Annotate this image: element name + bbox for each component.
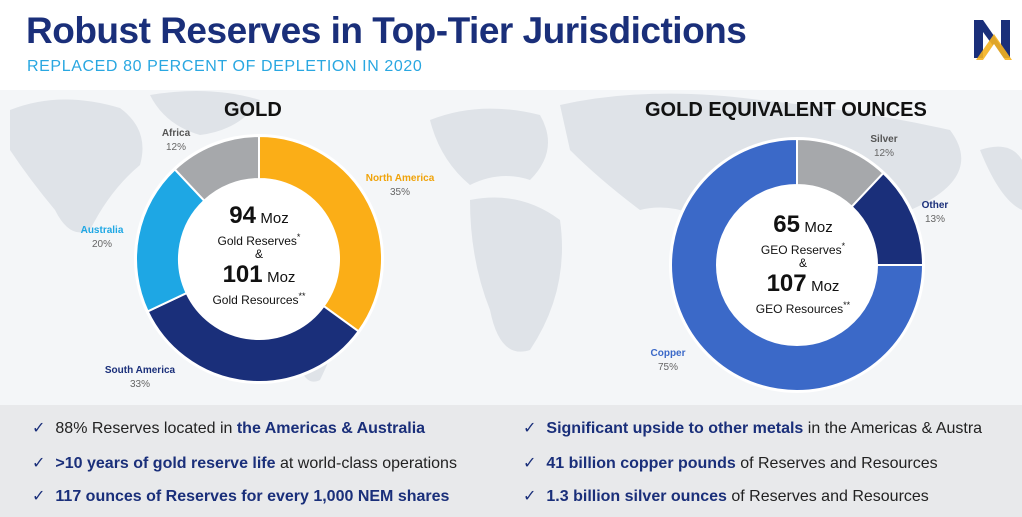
- slice-value-label: 12%: [166, 142, 186, 153]
- gold-center-summary: 94 Moz Gold Reserves* & 101 Moz Gold Res…: [183, 202, 335, 307]
- slice-category-label: Silver: [870, 134, 897, 145]
- check-icon: ✓: [523, 455, 537, 472]
- slice-value-label: 20%: [92, 239, 112, 250]
- gold-reserves-label: Gold Reserves: [217, 234, 297, 248]
- slice-category-label: North America: [366, 173, 435, 184]
- gold-resources-footnote-mark: **: [298, 291, 306, 301]
- gold-resources-label: Gold Resources: [212, 293, 299, 307]
- highlight-item: ✓ 41 billion copper pounds of Reserves an…: [523, 453, 938, 473]
- highlight-emphasis: Significant upside to other metals: [546, 420, 804, 437]
- highlight-item: ✓ >10 years of gold reserve life at world…: [32, 453, 457, 473]
- highlight-item: ✓ 117 ounces of Reserves for every 1,000 …: [32, 486, 449, 506]
- donut-slice-north-america: [258, 134, 383, 333]
- page-subtitle: REPLACED 80 PERCENT OF DEPLETION IN 2020: [27, 58, 423, 75]
- highlight-emphasis: 41 billion copper pounds: [546, 455, 736, 472]
- check-icon: ✓: [32, 488, 46, 505]
- check-icon: ✓: [32, 455, 46, 472]
- slice-value-label: 75%: [658, 362, 678, 373]
- slice-category-label: Other: [922, 200, 949, 211]
- slice-value-label: 33%: [130, 379, 150, 390]
- highlight-text: of Reserves and Resources: [735, 455, 938, 472]
- highlight-emphasis: >10 years of gold reserve life: [55, 455, 276, 472]
- highlight-item: ✓ 88% Reserves located in the Americas & …: [32, 418, 425, 438]
- geo-center-summary: 65 Moz GEO Reserves* & 107 Moz GEO Resou…: [728, 211, 878, 316]
- geo-reserves-footnote-mark: *: [841, 241, 846, 251]
- geo-resources-unit: Moz: [811, 278, 840, 295]
- check-icon: ✓: [523, 488, 537, 505]
- gold-reserves-value: 94: [229, 202, 256, 229]
- gold-reserves-unit: Moz: [260, 210, 289, 227]
- slice-category-label: Copper: [651, 348, 686, 359]
- check-icon: ✓: [32, 420, 46, 437]
- donut-slice-south-america: [146, 291, 360, 383]
- geo-resources-label: GEO Resources: [755, 302, 844, 316]
- gold-chart-title: GOLD: [224, 99, 282, 121]
- donut-slice-copper: [670, 137, 925, 392]
- gold-joiner: &: [254, 247, 263, 261]
- highlight-emphasis: 1.3 billion silver ounces: [546, 488, 727, 505]
- highlight-text: at world-class operations: [275, 455, 457, 472]
- highlights-panel: ✓ 88% Reserves located in the Americas & …: [0, 405, 1022, 517]
- page-title: Robust Reserves in Top-Tier Jurisdiction…: [26, 10, 747, 51]
- donut-hole: [180, 180, 338, 338]
- highlight-emphasis: 117 ounces of Reserves for every 1,000 N…: [55, 488, 450, 505]
- slice-category-label: South America: [105, 365, 176, 376]
- donut-slice-africa: [173, 134, 260, 203]
- geo-reserves-unit: Moz: [804, 219, 833, 236]
- highlight-item: ✓ Significant upside to other metals in t…: [523, 418, 982, 438]
- gold-resources-unit: Moz: [267, 269, 296, 286]
- geo-reserves-value: 65: [773, 211, 800, 238]
- highlight-emphasis: the Americas & Australia: [236, 420, 426, 437]
- slice-category-label: Africa: [162, 128, 191, 139]
- slice-value-label: 12%: [874, 148, 894, 159]
- geo-resources-footnote-mark: **: [843, 300, 851, 310]
- slice-category-label: Australia: [81, 225, 124, 236]
- geo-joiner: &: [798, 256, 807, 270]
- highlight-item: ✓ 1.3 billion silver ounces of Reserves a…: [523, 486, 929, 506]
- geo-resources-value: 107: [766, 270, 807, 297]
- newmont-n-logo-icon: [974, 20, 1012, 60]
- donut-hole: [718, 186, 876, 344]
- highlight-text: 88% Reserves located in: [55, 420, 237, 437]
- slice-value-label: 35%: [390, 187, 410, 198]
- highlight-text: of Reserves and Resources: [726, 488, 929, 505]
- donut-charts: North America 35% South America 33% Australi…: [81, 128, 949, 393]
- highlight-text: in the Americas & Austra: [803, 420, 983, 437]
- geo-reserves-label: GEO Reserves: [760, 243, 842, 257]
- geo-chart-title: GOLD EQUIVALENT OUNCES: [645, 99, 927, 121]
- check-icon: ✓: [523, 420, 537, 437]
- slice-value-label: 13%: [925, 214, 945, 225]
- gold-resources-value: 101: [222, 261, 263, 288]
- gold-reserves-footnote-mark: *: [296, 232, 301, 242]
